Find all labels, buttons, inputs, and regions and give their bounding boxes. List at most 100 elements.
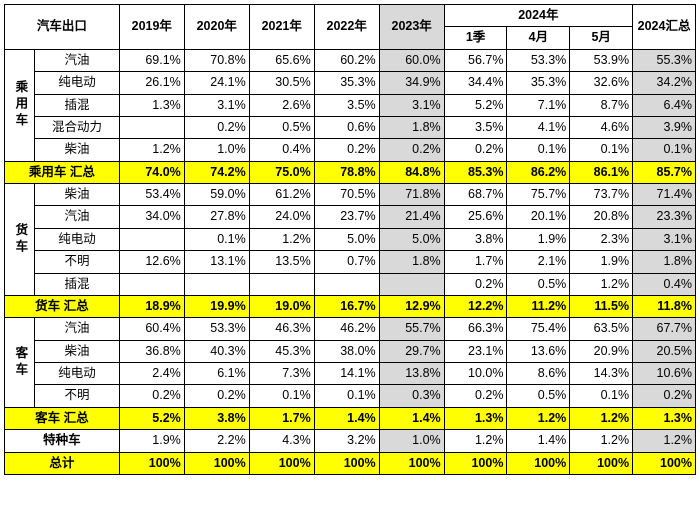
total-value: 100% bbox=[314, 452, 379, 474]
value-cell: 13.8% bbox=[379, 363, 444, 385]
value-cell: 0.2% bbox=[184, 116, 249, 138]
value-cell: 25.6% bbox=[444, 206, 507, 228]
value-cell: 60.2% bbox=[314, 49, 379, 71]
year-header: 2022年 bbox=[314, 5, 379, 50]
value-cell: 1.0% bbox=[184, 139, 249, 161]
row-label: 柴油 bbox=[35, 340, 119, 362]
summary-value: 12.9% bbox=[379, 295, 444, 317]
total-value: 100% bbox=[633, 452, 696, 474]
value-cell: 56.7% bbox=[444, 49, 507, 71]
value-cell: 1.4% bbox=[507, 430, 570, 452]
value-cell: 34.0% bbox=[119, 206, 184, 228]
value-cell bbox=[119, 228, 184, 250]
value-cell: 30.5% bbox=[249, 72, 314, 94]
row-label: 插混 bbox=[35, 94, 119, 116]
value-cell: 3.1% bbox=[633, 228, 696, 250]
value-cell: 20.8% bbox=[570, 206, 633, 228]
row-label: 汽油 bbox=[35, 318, 119, 340]
value-cell: 3.5% bbox=[314, 94, 379, 116]
total-value: 100% bbox=[444, 452, 507, 474]
value-cell: 32.6% bbox=[570, 72, 633, 94]
value-cell: 5.2% bbox=[444, 94, 507, 116]
value-cell: 0.2% bbox=[314, 139, 379, 161]
summary-value: 11.2% bbox=[507, 295, 570, 317]
value-cell: 3.5% bbox=[444, 116, 507, 138]
row-label: 不明 bbox=[35, 251, 119, 273]
summary-value: 86.1% bbox=[570, 161, 633, 183]
summary-value: 1.2% bbox=[570, 407, 633, 429]
value-cell: 0.1% bbox=[184, 228, 249, 250]
row-label: 纯电动 bbox=[35, 228, 119, 250]
summary-value: 18.9% bbox=[119, 295, 184, 317]
summary-value: 1.4% bbox=[314, 407, 379, 429]
table-body: 乘用车汽油69.1%70.8%65.6%60.2%60.0%56.7%53.3%… bbox=[5, 49, 696, 474]
summary-value: 1.7% bbox=[249, 407, 314, 429]
value-cell: 46.2% bbox=[314, 318, 379, 340]
value-cell: 13.1% bbox=[184, 251, 249, 273]
value-cell: 20.9% bbox=[570, 340, 633, 362]
value-cell: 0.1% bbox=[633, 139, 696, 161]
value-cell: 0.2% bbox=[119, 385, 184, 407]
value-cell: 0.7% bbox=[314, 251, 379, 273]
value-cell: 1.3% bbox=[119, 94, 184, 116]
value-cell: 34.4% bbox=[444, 72, 507, 94]
summary-value: 1.3% bbox=[444, 407, 507, 429]
summary-value: 19.9% bbox=[184, 295, 249, 317]
value-cell: 0.2% bbox=[633, 385, 696, 407]
value-cell: 10.0% bbox=[444, 363, 507, 385]
value-cell: 60.4% bbox=[119, 318, 184, 340]
category-header: 客车 bbox=[5, 318, 35, 408]
row-label: 混合动力 bbox=[35, 116, 119, 138]
value-cell: 5.0% bbox=[379, 228, 444, 250]
value-cell: 24.0% bbox=[249, 206, 314, 228]
value-cell: 46.3% bbox=[249, 318, 314, 340]
value-cell: 53.3% bbox=[507, 49, 570, 71]
month-header: 1季 bbox=[444, 27, 507, 49]
value-cell: 10.6% bbox=[633, 363, 696, 385]
summary-label: 乘用车 汇总 bbox=[5, 161, 120, 183]
value-cell: 23.3% bbox=[633, 206, 696, 228]
value-cell: 7.1% bbox=[507, 94, 570, 116]
value-cell: 53.3% bbox=[184, 318, 249, 340]
value-cell bbox=[314, 273, 379, 295]
value-cell: 0.5% bbox=[249, 116, 314, 138]
year-header-2023: 2023年 bbox=[379, 5, 444, 50]
category-header: 乘用车 bbox=[5, 49, 35, 161]
value-cell: 55.3% bbox=[633, 49, 696, 71]
value-cell: 0.1% bbox=[570, 139, 633, 161]
summary-value: 86.2% bbox=[507, 161, 570, 183]
total-value: 100% bbox=[249, 452, 314, 474]
value-cell: 1.2% bbox=[570, 430, 633, 452]
value-cell: 34.2% bbox=[633, 72, 696, 94]
value-cell: 3.9% bbox=[633, 116, 696, 138]
value-cell: 1.9% bbox=[570, 251, 633, 273]
value-cell: 65.6% bbox=[249, 49, 314, 71]
value-cell: 12.6% bbox=[119, 251, 184, 273]
value-cell: 53.4% bbox=[119, 184, 184, 206]
value-cell: 0.4% bbox=[249, 139, 314, 161]
value-cell: 75.7% bbox=[507, 184, 570, 206]
value-cell: 27.8% bbox=[184, 206, 249, 228]
value-cell: 70.5% bbox=[314, 184, 379, 206]
row-label: 纯电动 bbox=[35, 363, 119, 385]
value-cell: 1.2% bbox=[249, 228, 314, 250]
row-label: 纯电动 bbox=[35, 72, 119, 94]
value-cell: 0.2% bbox=[444, 385, 507, 407]
value-cell: 0.3% bbox=[379, 385, 444, 407]
total-2024-header: 2024汇总 bbox=[633, 5, 696, 50]
value-cell bbox=[379, 273, 444, 295]
total-value: 100% bbox=[507, 452, 570, 474]
value-cell: 2.6% bbox=[249, 94, 314, 116]
value-cell: 0.1% bbox=[507, 139, 570, 161]
total-value: 100% bbox=[379, 452, 444, 474]
value-cell: 2.4% bbox=[119, 363, 184, 385]
value-cell: 1.2% bbox=[444, 430, 507, 452]
value-cell: 13.5% bbox=[249, 251, 314, 273]
value-cell bbox=[119, 116, 184, 138]
value-cell: 0.2% bbox=[444, 139, 507, 161]
total-value: 100% bbox=[119, 452, 184, 474]
value-cell: 71.8% bbox=[379, 184, 444, 206]
value-cell: 1.9% bbox=[119, 430, 184, 452]
summary-label: 客车 汇总 bbox=[5, 407, 120, 429]
value-cell: 6.4% bbox=[633, 94, 696, 116]
